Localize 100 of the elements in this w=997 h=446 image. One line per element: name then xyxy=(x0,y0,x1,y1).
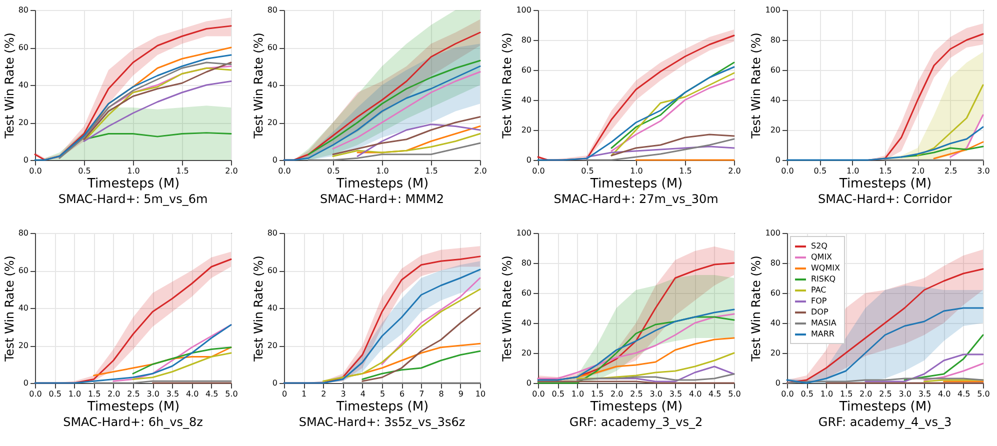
x-axis-title: Timesteps (M) xyxy=(838,176,932,192)
y-tick-label: 100 xyxy=(765,228,780,238)
y-axis-title: Test Win Rate (%) xyxy=(2,256,16,362)
legend-label: RISKQ xyxy=(811,274,836,284)
x-tick-label: 2.0 xyxy=(912,166,925,176)
x-tick-label: 0.0 xyxy=(278,166,291,176)
legend-label: WQMIX xyxy=(811,264,840,272)
x-tick-label: 4 xyxy=(360,390,366,398)
line-series xyxy=(576,337,735,378)
legend-label: S2Q xyxy=(811,242,828,250)
y-tick-label: 100 xyxy=(516,6,532,14)
x-tick-label: 1.5 xyxy=(879,166,892,176)
y-tick-label: 20 xyxy=(521,348,532,358)
line-series xyxy=(904,334,984,381)
y-axis-title: Test Win Rate (%) xyxy=(749,32,764,140)
x-tick-label: 0.5 xyxy=(48,390,62,398)
x-tick-label: 2.5 xyxy=(879,390,892,398)
y-tick-label: 0 xyxy=(526,378,532,388)
x-axis-title: Timesteps (M) xyxy=(86,400,180,414)
y-tick-label: 80 xyxy=(521,36,532,44)
x-tick-label: 1.0 xyxy=(820,390,834,398)
x-tick-label: 0.5 xyxy=(814,166,827,176)
x-tick-label: 4.5 xyxy=(958,390,970,398)
y-axis-title: Test Win Rate (%) xyxy=(749,256,764,362)
y-tick-label: 40 xyxy=(521,96,532,104)
text: SMAC-Hard+: Corridor xyxy=(818,192,952,206)
x-tick-label: 1.5 xyxy=(840,390,853,398)
line-series xyxy=(576,373,735,381)
x-tick-label: 9 xyxy=(458,390,464,398)
text: GRF: academy_3_vs_2 xyxy=(569,415,703,429)
x-tick-label: 3.0 xyxy=(898,390,912,398)
text: SMAC-Hard+: 5m_vs_6m xyxy=(58,192,208,206)
legend-label: PAC xyxy=(811,286,827,294)
line-series xyxy=(322,288,481,382)
x-tick-label: 1.5 xyxy=(679,166,692,176)
x-tick-label: 0.5 xyxy=(552,390,564,398)
x-tick-label: 3.0 xyxy=(146,390,160,398)
x-tick-label: 2 xyxy=(321,390,326,398)
x-tick-label: 5 xyxy=(380,390,386,398)
line-series xyxy=(586,146,735,158)
x-tick-label: 5.0 xyxy=(225,390,238,398)
x-tick-label: 0.0 xyxy=(29,390,42,398)
x-axis-title: Timesteps (M) xyxy=(838,400,932,414)
x-tick-label: 4.0 xyxy=(186,390,199,398)
line-series xyxy=(864,354,984,382)
x-tick-label: 1.5 xyxy=(425,166,438,176)
x-tick-label: 2.5 xyxy=(944,166,958,176)
x-tick-label: 0.5 xyxy=(581,166,594,176)
y-axis-title: Test Win Rate (%) xyxy=(251,256,266,362)
y-tick-label: 0 xyxy=(272,156,278,164)
line-series xyxy=(933,141,984,160)
x-axis-title: Timesteps (M) xyxy=(589,176,683,192)
y-tick-label: 40 xyxy=(267,80,278,90)
y-tick-label: 0 xyxy=(775,156,780,164)
x-axis-title: Timesteps (M) xyxy=(335,400,429,414)
line-series xyxy=(332,116,481,156)
y-tick-label: 0 xyxy=(272,378,278,388)
x-tick-label: 5.0 xyxy=(977,390,990,398)
x-tick-label: 4.0 xyxy=(688,390,702,398)
y-tick-label: 60 xyxy=(267,266,278,275)
x-tick-label: 1.0 xyxy=(127,166,140,176)
x-tick-label: 2.0 xyxy=(728,166,741,176)
line-series xyxy=(83,80,232,142)
x-tick-label: 5.0 xyxy=(728,390,741,398)
x-tick-label: 0.5 xyxy=(327,166,340,176)
line-series xyxy=(308,142,481,161)
x-tick-label: 1 xyxy=(302,390,307,398)
y-tick-label: 0 xyxy=(775,378,780,388)
line-series xyxy=(58,62,232,159)
y-tick-label: 40 xyxy=(267,304,278,312)
x-tick-label: 1.0 xyxy=(376,166,389,176)
line-series xyxy=(308,60,481,156)
y-tick-label: 40 xyxy=(770,96,780,104)
y-tick-label: 100 xyxy=(765,6,780,14)
line-series xyxy=(362,307,481,382)
y-tick-label: 20 xyxy=(267,118,278,127)
y-tick-label: 80 xyxy=(267,228,278,238)
y-tick-label: 20 xyxy=(267,341,278,350)
y-tick-label: 40 xyxy=(18,80,28,90)
legend-label: DOP xyxy=(811,308,828,316)
y-tick-label: 60 xyxy=(770,288,780,298)
legend-label: MARR xyxy=(811,330,835,338)
y-tick-label: 80 xyxy=(770,258,780,268)
y-tick-label: 60 xyxy=(18,266,28,275)
x-tick-label: 1.0 xyxy=(846,166,860,176)
y-axis-title: Test Win Rate (%) xyxy=(500,256,514,362)
y-tick-label: 40 xyxy=(521,318,532,328)
y-tick-label: 80 xyxy=(18,6,28,14)
y-tick-label: 0 xyxy=(23,156,28,164)
y-tick-label: 60 xyxy=(18,43,28,52)
x-tick-label: 2.5 xyxy=(127,390,140,398)
y-tick-label: 0 xyxy=(23,378,28,388)
line-series xyxy=(332,71,481,150)
text: SMAC-Hard+: 3s5z_vs_3s6z xyxy=(298,415,466,429)
x-tick-label: 2.0 xyxy=(474,166,487,176)
y-tick-label: 80 xyxy=(770,36,780,44)
legend-label: MASIA xyxy=(811,318,837,328)
x-tick-label: 0.0 xyxy=(532,390,545,398)
line-series xyxy=(610,134,735,156)
x-tick-label: 0.5 xyxy=(800,390,814,398)
